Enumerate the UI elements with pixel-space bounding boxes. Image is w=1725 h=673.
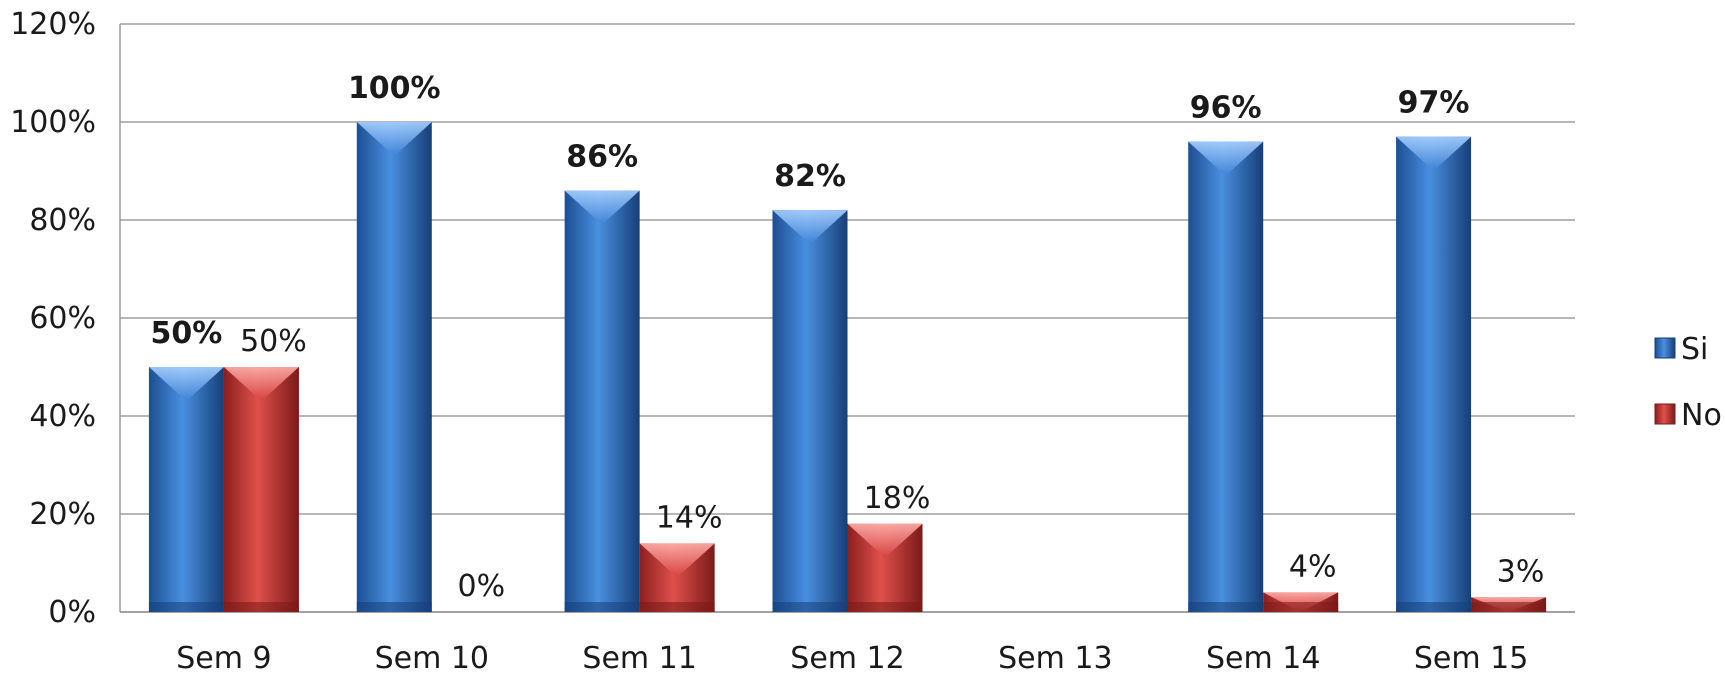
legend-swatch-no	[1654, 403, 1676, 425]
bar-si	[148, 367, 224, 612]
bar-si-base	[356, 602, 432, 612]
data-label-si: 50%	[151, 316, 223, 351]
x-tick-label: Sem 13	[998, 641, 1112, 673]
x-tick-label: Sem 12	[790, 641, 904, 673]
data-label-si: 96%	[1190, 91, 1262, 126]
data-label-no: 3%	[1497, 554, 1545, 589]
bar-no-cap	[847, 523, 923, 558]
bar-si-base	[148, 602, 224, 612]
bar-si	[772, 210, 848, 612]
bar-si-cap	[772, 210, 848, 245]
legend: Si No	[1654, 332, 1722, 433]
data-label-si: 97%	[1398, 86, 1470, 121]
x-tick-label: Sem 11	[582, 641, 696, 673]
data-label-no: 14%	[656, 500, 723, 535]
y-tick-label: 80%	[29, 203, 96, 238]
bar-no-base	[223, 602, 299, 612]
bar-si-cap	[356, 122, 432, 156]
bar-si	[1188, 141, 1264, 612]
data-label-si: 82%	[774, 159, 846, 194]
bar-si-cap	[564, 190, 640, 225]
x-tick-label: Sem 10	[375, 641, 489, 673]
bar-no-base	[639, 602, 715, 612]
bar-no-base	[847, 602, 923, 612]
bar-no-cap	[223, 367, 299, 401]
data-label-no: 4%	[1289, 549, 1337, 584]
bar-si-cap	[1188, 141, 1264, 176]
bar-si-cap	[1396, 136, 1472, 171]
bar-si	[564, 190, 640, 612]
y-tick-label: 40%	[29, 399, 96, 434]
x-tick-label: Sem 15	[1414, 641, 1528, 673]
bar-si	[356, 122, 432, 612]
bar-si-base	[564, 602, 640, 612]
data-label-no: 0%	[457, 569, 505, 604]
bar-si-base	[772, 602, 848, 612]
legend-swatch-si	[1654, 337, 1676, 359]
y-tick-label: 60%	[29, 301, 96, 336]
legend-label-no: No	[1681, 398, 1722, 433]
y-tick-label: 20%	[29, 497, 96, 532]
data-label-no: 18%	[864, 481, 931, 516]
bar-no-cap	[639, 543, 715, 578]
y-tick-label: 100%	[10, 105, 96, 140]
data-label-si: 100%	[348, 71, 441, 106]
data-labels: 50% 50% 100% 0% 86% 14% 82% 18% 96% 4% 97% 3%	[151, 71, 1545, 604]
bar-si-base	[1396, 602, 1472, 612]
y-tick-label: 0%	[48, 595, 96, 630]
data-label-si: 86%	[566, 140, 638, 175]
bar-si-base	[1188, 602, 1264, 612]
bar-si	[1396, 136, 1472, 612]
bar-si-cap	[148, 367, 224, 401]
x-tick-label: Sem 14	[1206, 641, 1320, 673]
bar-no	[223, 367, 299, 612]
bar-no-base	[1263, 602, 1339, 612]
axes: 0% 20% 40% 60% 80% 100% 120% Sem 9 Sem 10 Sem 11 S…	[10, 7, 1575, 673]
bar-no-base	[1471, 602, 1547, 612]
y-tick-label: 120%	[10, 7, 96, 42]
bars	[148, 122, 1547, 612]
data-label-no: 50%	[240, 324, 307, 359]
x-tick-label: Sem 9	[176, 641, 271, 673]
legend-label-si: Si	[1681, 332, 1708, 367]
